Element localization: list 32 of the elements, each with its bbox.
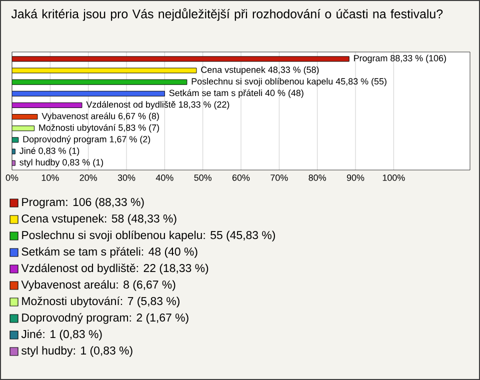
x-tick-label: 60% <box>232 174 250 181</box>
x-tick-label: 30% <box>118 174 136 181</box>
x-tick-label: 40% <box>156 174 174 181</box>
legend-label: Cena vstupenek: 58 (48,33 %) <box>22 214 176 225</box>
x-tick-label: 0% <box>6 174 18 181</box>
legend-label: Vybavenost areálu: 8 (6,67 %) <box>21 280 176 291</box>
data-label: Vybavenost areálu 6,67 % (8) <box>42 112 159 122</box>
legend-label: Poslechnu si svoji oblíbenou kapelu: 55 (45,83 %) <box>22 230 275 242</box>
data-label: Poslechnu si svoji oblíbenou kapelu 45,83 % (55) <box>192 78 386 86</box>
x-tick-label: 100% <box>382 174 405 181</box>
x-tick-label: 50% <box>194 174 212 181</box>
data-label: Možnosti ubytování 5,83 % (7) <box>39 124 159 133</box>
legend-label: Doprovodný program: 2 (1,67 %) <box>22 313 188 324</box>
x-tick-label: 70% <box>270 174 288 181</box>
data-label: Setkám se tam s přáteli 40 % (48) <box>169 89 304 98</box>
legend-label: Program: 106 (88,33 %) <box>22 198 144 208</box>
data-label: Program 88,33 % (106) <box>354 54 446 64</box>
data-label: styl hudby 0,83 % (1) <box>20 158 104 168</box>
data-label: Vzdálenost od bydliště 18,33 % (22) <box>86 100 230 110</box>
x-tick-label: 20% <box>80 174 97 181</box>
legend-label: Možnosti ubytování: 7 (5,83 %) <box>22 296 180 308</box>
legend-label: styl hudby: 1 (0,83 %) <box>22 346 132 357</box>
legend-label: Jiné: 1 (0,83 %) <box>21 330 102 340</box>
x-tick-label: 80% <box>308 174 326 181</box>
data-label: Cena vstupenek 48,33 % (58) <box>201 66 319 75</box>
chart-title: Jaká kritéria jsou pro Vás nejdůležitější při rozhodování o účasti na festivalu? <box>11 8 443 21</box>
x-tick-label: 10% <box>42 174 59 181</box>
legend-label: Setkám se tam s přáteli: 48 (40 %) <box>22 247 198 258</box>
x-tick-label: 90% <box>346 174 364 181</box>
data-label: Doprovodný program 1,67 % (2) <box>23 136 150 144</box>
legend-label: Vzdálenost od bydliště: 22 (18,33 %) <box>21 264 208 274</box>
data-label: Jiné 0,83 % (1) <box>20 147 80 156</box>
